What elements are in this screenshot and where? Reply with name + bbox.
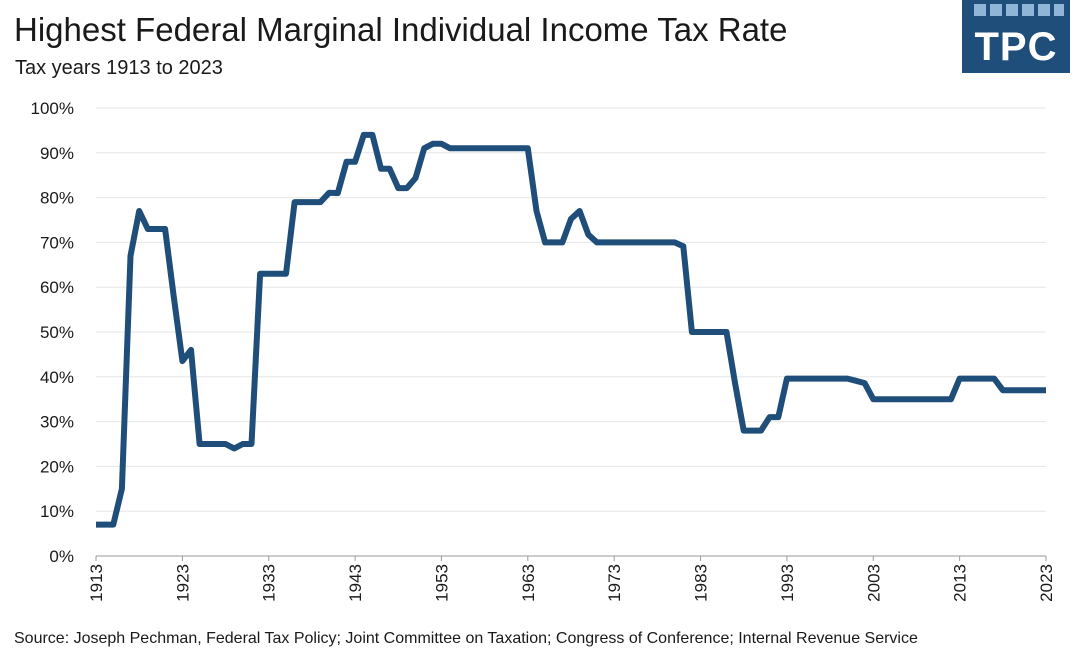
tpc-logo: TPC [962,0,1070,73]
y-tick-label: 30% [40,413,74,432]
gridlines [96,107,1046,557]
y-tick-label: 20% [40,457,74,476]
x-tick-labels: 1913 1923 1933 1943 1953 1963 1973 1983 1993 2003… [87,556,1056,602]
y-tick-label: 10% [40,502,74,521]
chart-title: Highest Federal Marginal Individual Inco… [14,11,788,48]
y-tick-label: 50% [40,323,74,342]
series-group [96,131,1046,528]
x-tick-label: 1933 [260,564,279,602]
logo-grid-cell [1022,4,1034,16]
y-tick-label: 90% [40,144,74,163]
y-tick-label: 70% [40,233,74,252]
logo-grid-cell [1038,4,1050,16]
logo-grid-cell [1006,4,1018,16]
x-tick-label: 1983 [692,564,711,602]
x-tick-label: 2023 [1037,564,1056,602]
logo-grid-cell [974,4,986,16]
chart-subtitle: Tax years 1913 to 2023 [15,57,223,79]
x-tick-label: 1943 [346,564,365,602]
y-tick-label: 100% [31,99,74,118]
y-tick-label: 80% [40,189,74,208]
series-line [96,131,1046,528]
source-note: Source: Joseph Pechman, Federal Tax Poli… [14,630,918,647]
y-tick-label: 60% [40,278,74,297]
x-tick-label: 1973 [605,564,624,602]
x-tick-label: 1913 [87,564,106,602]
logo-grid-cell [990,4,1002,16]
y-tick-label: 0% [49,547,74,566]
logo-text: TPC [974,25,1058,69]
x-tick-label: 2013 [951,564,970,602]
x-tick-label: 1963 [519,564,538,602]
x-tick-label: 2003 [864,564,883,602]
y-tick-label: 40% [40,368,74,387]
logo-grid-cell [1054,4,1064,16]
x-tick-label: 1993 [778,564,797,602]
y-tick-labels: 0% 10% 20% 30% 40% 50% 60% 70% 80% 90% 100% [31,99,74,566]
x-tick-label: 1953 [432,564,451,602]
x-tick-label: 1923 [173,564,192,602]
